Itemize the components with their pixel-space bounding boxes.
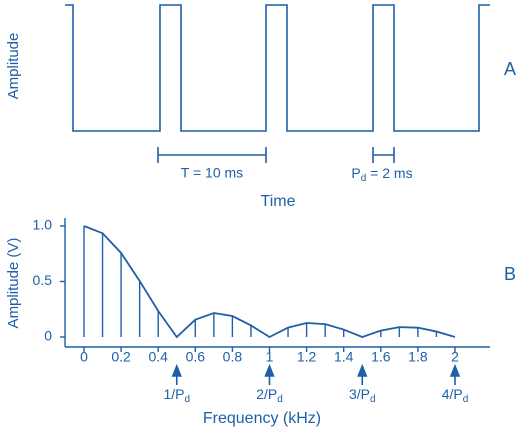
- y-axis-label: Amplitude (V): [5, 238, 22, 329]
- x-tick-label: 0.2: [111, 349, 131, 365]
- x-tick-label: 1: [266, 349, 274, 365]
- annotation-subscript: d: [370, 394, 376, 405]
- panel-label: A: [504, 59, 516, 79]
- envelope: [83, 225, 456, 339]
- annotation-subscript: d: [463, 394, 469, 405]
- panel-label: B: [504, 264, 516, 284]
- x-tick-label: 0.8: [223, 349, 243, 365]
- x-tick-label: 1.6: [371, 349, 391, 365]
- x-tick-label: 0.6: [186, 349, 206, 365]
- y-axis-label: Amplitude: [5, 33, 22, 100]
- annotation-text: 1/P: [163, 386, 184, 402]
- pulse-train: [65, 4, 490, 132]
- annotation-text: 3/P: [349, 386, 370, 402]
- annotation-arrow: [264, 363, 275, 385]
- annotation-label: 2/Pd: [256, 386, 283, 405]
- y-tick-label: 1.0: [33, 217, 53, 233]
- annotation-label: 1/Pd: [163, 386, 190, 405]
- x-axis-label: Frequency (kHz): [203, 410, 321, 427]
- x-tick-label: 1.4: [334, 349, 354, 365]
- x-axis-label: Time: [261, 193, 296, 210]
- y-tick-label: 0: [44, 328, 52, 344]
- x-tick-label: 0.4: [148, 349, 168, 365]
- x-tick-label: 1.8: [408, 349, 428, 365]
- annotation-label: 3/Pd: [349, 386, 376, 405]
- x-tick-label: 0: [80, 349, 88, 365]
- x-tick-label: 1.2: [297, 349, 317, 365]
- annotation-text: 2/P: [256, 386, 277, 402]
- annotation-arrow: [171, 363, 182, 385]
- pulse-label-main: P: [351, 165, 360, 181]
- period-bracket: [157, 147, 267, 163]
- annotation-arrow: [449, 363, 461, 385]
- annotation-label: 4/Pd: [442, 386, 469, 405]
- pulse-label: Pd = 2 ms: [351, 165, 412, 184]
- pulse-label-rest: = 2 ms: [366, 165, 412, 181]
- annotation-text: 4/P: [442, 386, 463, 402]
- period-label: T = 10 ms: [181, 165, 243, 181]
- x-tick-label: 2: [451, 349, 459, 365]
- annotation-subscript: d: [184, 394, 190, 405]
- y-tick-label: 0.5: [33, 272, 53, 288]
- pulse-bracket: [372, 147, 395, 163]
- annotation-subscript: d: [277, 394, 283, 405]
- pulse-label-subscript: d: [361, 173, 367, 184]
- annotation-arrow: [357, 363, 368, 385]
